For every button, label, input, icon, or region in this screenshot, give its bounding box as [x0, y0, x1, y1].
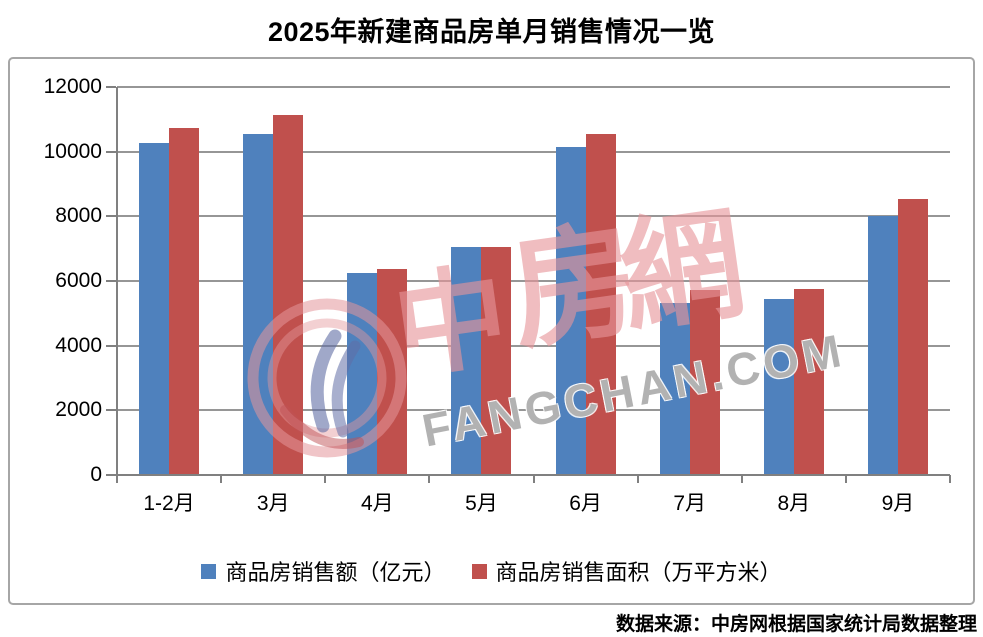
- y-tick-label: 4000: [55, 333, 102, 357]
- x-tick-label: 1-2月: [143, 492, 195, 515]
- y-axis-tick: [106, 215, 116, 218]
- x-tick-label: 3月: [256, 492, 290, 515]
- y-tick-label: 12000: [43, 75, 102, 98]
- y-axis-tick: [106, 150, 116, 153]
- bar-sales-area: [377, 268, 408, 475]
- legend-item: 商品房销售面积（万平方米）: [471, 555, 782, 587]
- x-tick-label: 7月: [673, 492, 707, 515]
- chart-title: 2025年新建商品房单月销售情况一览: [267, 17, 716, 47]
- bar-sales-amount: [763, 298, 794, 475]
- legend-swatch-icon: [471, 563, 487, 579]
- gridline: [117, 86, 950, 88]
- gridline: [117, 280, 950, 282]
- bar-sales-amount: [867, 215, 898, 475]
- y-tick-label: 10000: [43, 139, 102, 163]
- x-axis-tick: [740, 475, 743, 483]
- x-axis-tick: [949, 475, 951, 483]
- bar-sales-area: [689, 290, 720, 475]
- x-tick-label: 9月: [881, 492, 915, 515]
- bar-sales-area: [481, 246, 512, 475]
- bar-sales-area: [897, 199, 928, 475]
- bar-sales-amount: [139, 143, 170, 475]
- gridline: [117, 409, 950, 412]
- y-tick-label: 0: [90, 463, 102, 486]
- x-tick-label: 5月: [465, 492, 498, 515]
- legend-item-label: 商品房销售额（亿元）: [225, 561, 446, 586]
- x-axis-tick: [220, 475, 223, 483]
- y-axis-line: [116, 87, 118, 477]
- gridline: [117, 150, 950, 153]
- gridline: [117, 344, 950, 347]
- bar-sales-amount: [347, 273, 378, 475]
- legend-item: 商品房销售额（亿元）: [201, 555, 446, 587]
- legend: 商品房销售额（亿元） 商品房销售面积（万平方米）: [10, 555, 973, 587]
- y-axis-tick: [106, 409, 116, 412]
- y-tick-label: 8000: [55, 204, 102, 228]
- y-axis-tick: [106, 344, 116, 347]
- y-tick-label: 6000: [55, 269, 102, 292]
- legend-swatch-icon: [201, 563, 217, 579]
- y-tick-label: 2000: [55, 398, 102, 422]
- chart-frame: 商品房销售额（亿元） 商品房销售面积（万平方米） FANGCHAN.COM 中房網…: [8, 57, 975, 605]
- y-axis-tick: [106, 280, 116, 282]
- legend-item-label: 商品房销售面积（万平方米）: [495, 561, 782, 586]
- bar-sales-area: [585, 134, 616, 475]
- bar-sales-amount: [451, 246, 482, 475]
- x-tick-label: 6月: [569, 492, 602, 515]
- bar-sales-amount: [659, 302, 690, 475]
- gridline: [117, 215, 950, 218]
- x-tick-label: 4月: [360, 492, 394, 515]
- bar-sales-area: [793, 289, 824, 475]
- x-axis-tick: [428, 475, 431, 483]
- bar-sales-area: [273, 115, 304, 475]
- source-note: 数据来源：中房网根据国家统计局数据整理: [615, 614, 977, 635]
- bar-sales-area: [169, 127, 200, 475]
- x-axis-tick: [532, 475, 535, 483]
- x-axis-tick: [844, 475, 847, 483]
- bar-sales-amount: [555, 146, 586, 475]
- x-axis-tick: [116, 475, 118, 483]
- x-axis-line: [106, 474, 950, 476]
- y-axis-tick: [106, 86, 116, 88]
- x-axis-tick: [636, 475, 639, 483]
- bar-sales-amount: [243, 134, 274, 475]
- x-axis-tick: [324, 475, 327, 483]
- x-tick-label: 8月: [777, 492, 811, 515]
